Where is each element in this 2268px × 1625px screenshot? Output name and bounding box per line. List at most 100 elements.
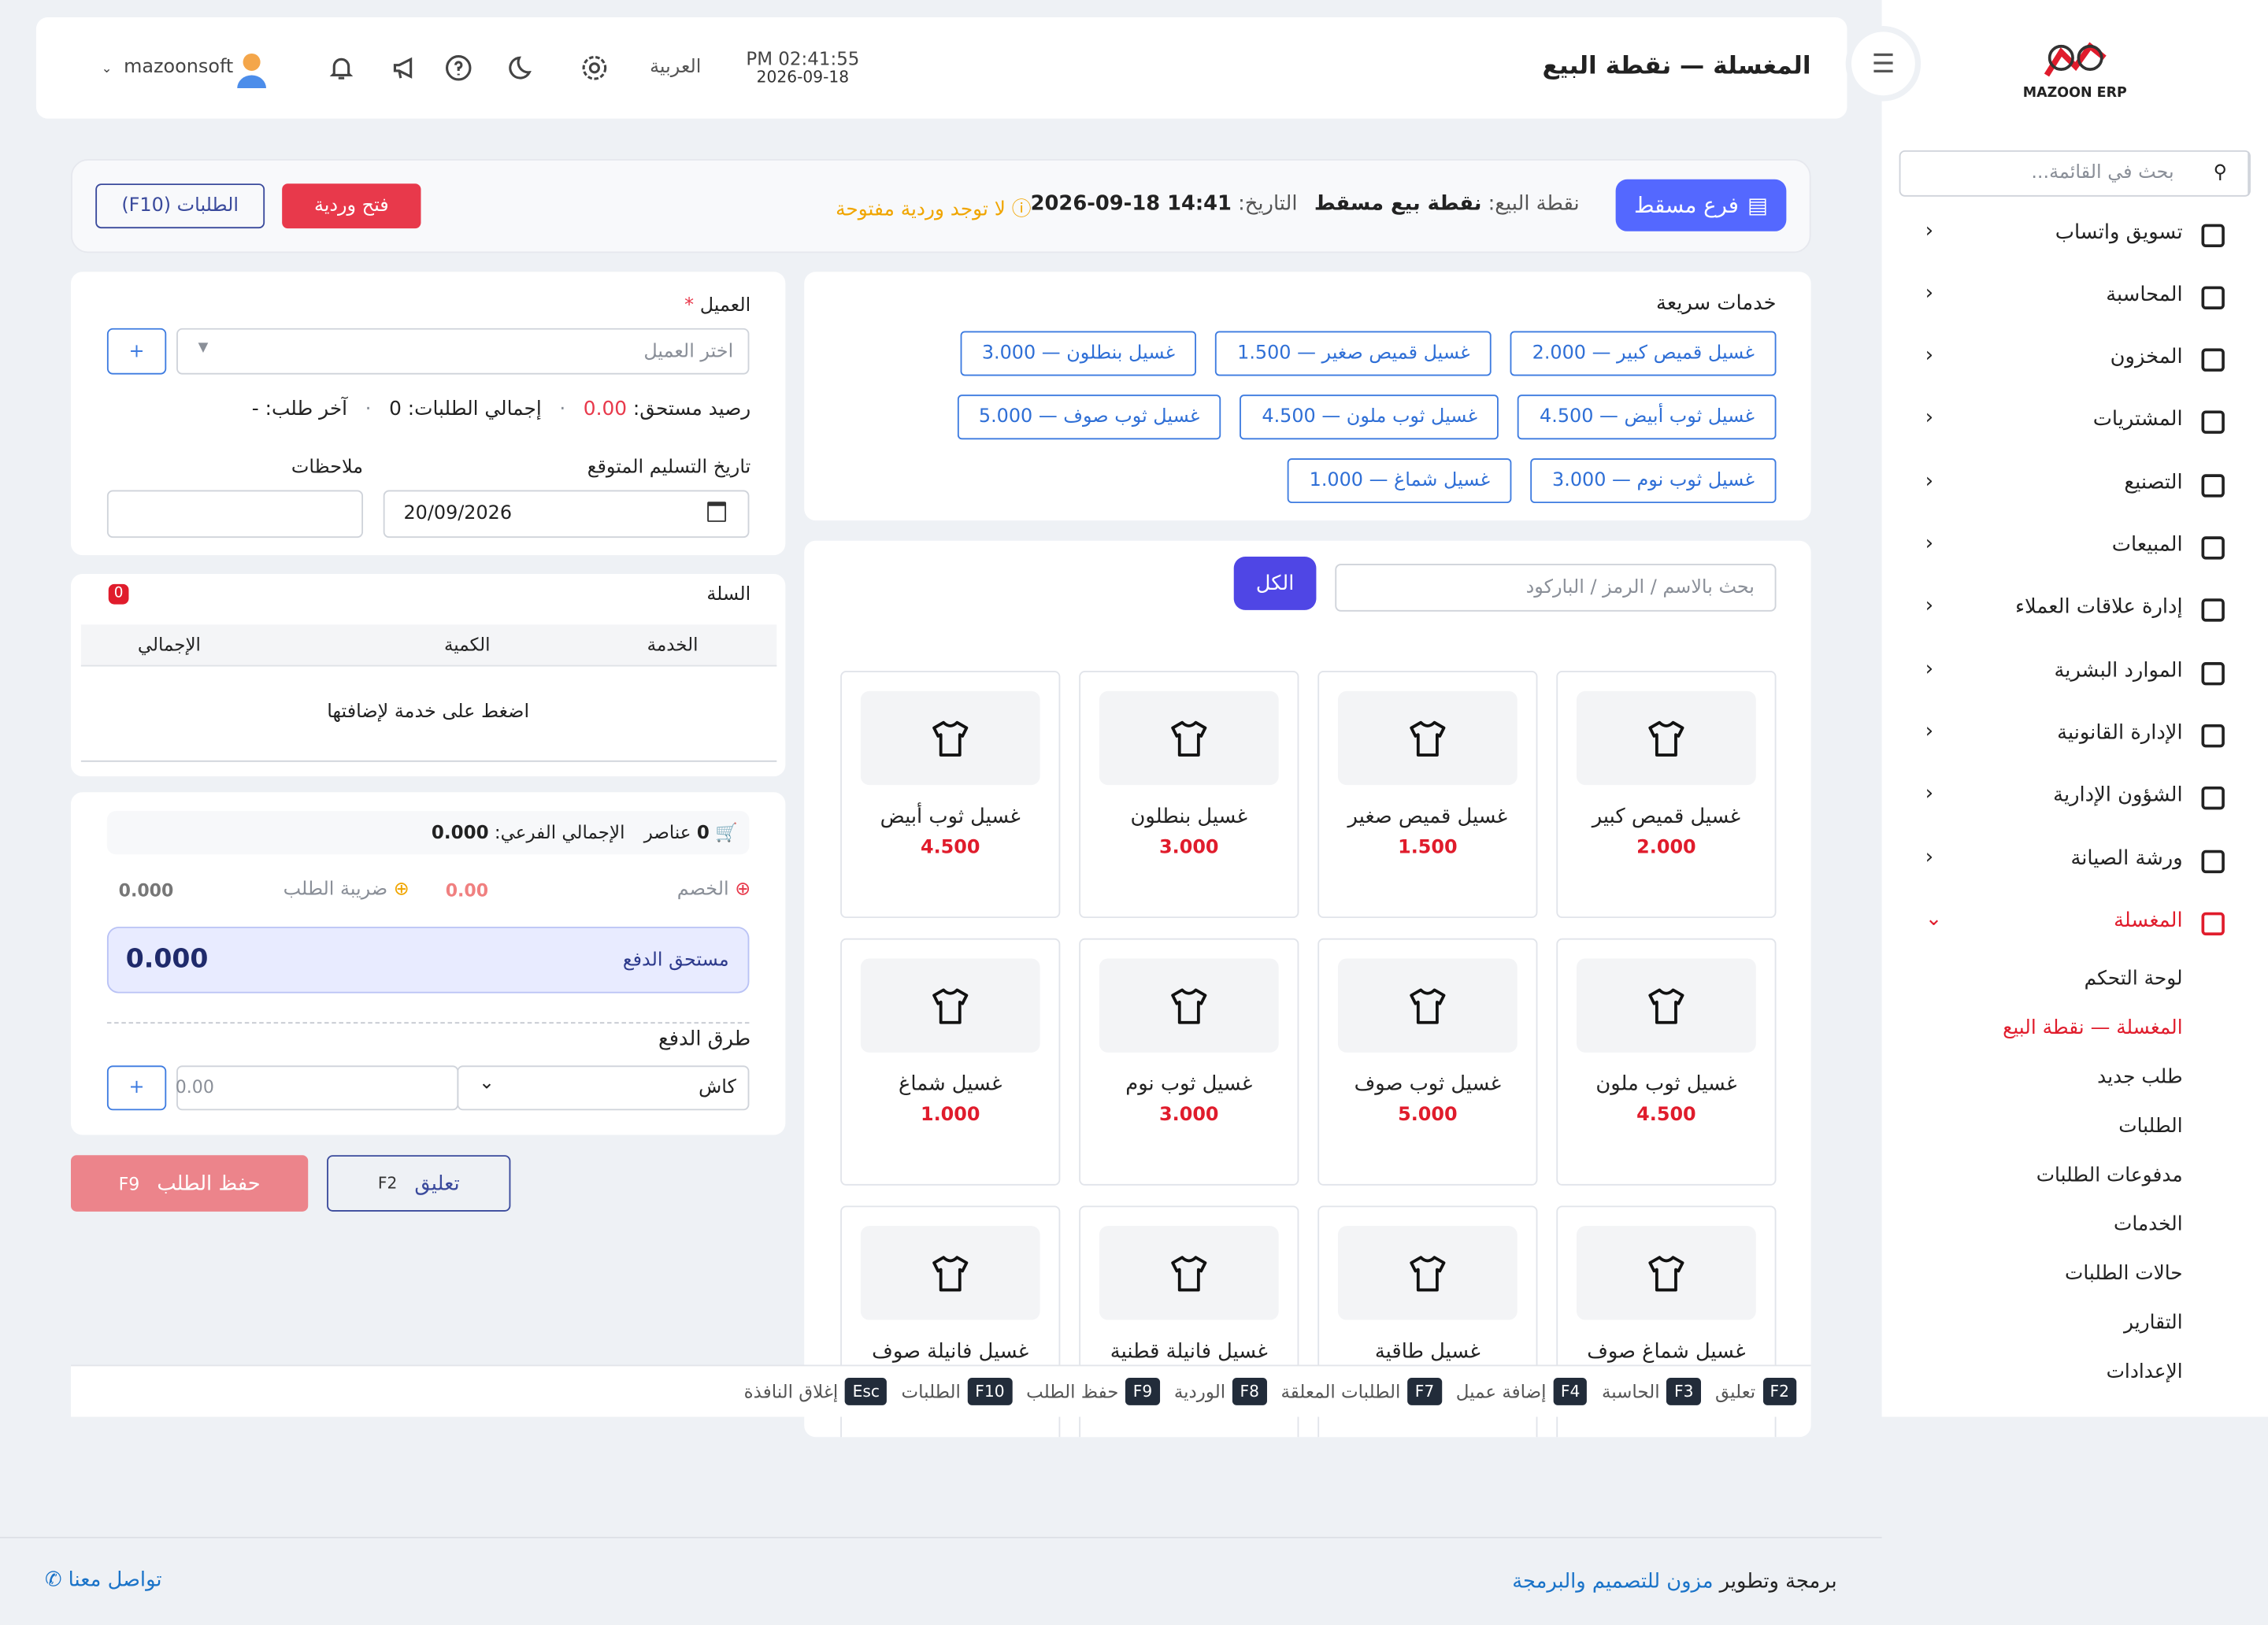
calendar-icon[interactable] bbox=[707, 502, 727, 522]
add-customer-button[interactable]: + bbox=[106, 328, 167, 375]
sidebar-toggle[interactable]: ☰ bbox=[1851, 31, 1915, 96]
save-order-button[interactable]: حفظ الطلب F9 bbox=[70, 1155, 309, 1212]
add-payment-button[interactable]: + bbox=[106, 1065, 167, 1111]
quick-service-button[interactable]: غسيل ثوب صوف — 5.000 bbox=[957, 394, 1221, 440]
delivery-date-input[interactable]: 20/09/2026 bbox=[383, 490, 750, 539]
shortcut: F3 الحاسبة bbox=[1601, 1377, 1701, 1405]
amount-input[interactable]: 0.00 bbox=[175, 1065, 459, 1111]
product-image bbox=[1577, 1226, 1756, 1320]
tax-icon[interactable]: ⊕ bbox=[393, 879, 410, 901]
shirt-icon bbox=[1410, 720, 1446, 756]
branch-button[interactable]: ▤ فرع مسقط bbox=[1615, 179, 1787, 231]
menu-item[interactable]: الموارد البشرية ‹ bbox=[1882, 642, 2268, 704]
shortcut-label: الحاسبة bbox=[1601, 1380, 1660, 1403]
payment-method: كاش bbox=[699, 1077, 736, 1099]
quick-services-list: غسيل قميص كبير — 2.000 غسيل قميص صغير — 1… bbox=[839, 331, 1777, 504]
menu-chevron: ‹ bbox=[1925, 531, 1933, 556]
customer-select[interactable]: اختر العميل ▼ bbox=[176, 328, 750, 375]
submenu-item[interactable]: مدفوعات الطلبات bbox=[2036, 1164, 2183, 1187]
toolbar: ▤ فرع مسقط نقطة البيع: نقطة بيع مسقط التا… bbox=[70, 158, 1811, 254]
quick-service-button[interactable]: غسيل بنطلون — 3.000 bbox=[960, 331, 1197, 376]
product-card[interactable]: غسيل ثوب نوم 3.000 bbox=[1079, 938, 1299, 1186]
quick-service-button[interactable]: غسيل قميص كبير — 2.000 bbox=[1510, 331, 1777, 376]
notes-input[interactable] bbox=[106, 490, 364, 539]
product-card[interactable]: غسيل بنطلون 3.000 bbox=[1079, 671, 1299, 919]
submenu-item[interactable]: الطلبات bbox=[2118, 1114, 2183, 1138]
product-card[interactable]: غسيل ثوب ملون 4.500 bbox=[1556, 938, 1777, 1186]
menu-item[interactable]: المغسلة ⌄ bbox=[1882, 892, 2268, 954]
discount-row: ⊕ الخصم bbox=[677, 879, 751, 901]
submenu-item[interactable]: الخدمات bbox=[2113, 1212, 2183, 1237]
submenu-item[interactable]: الإعدادات bbox=[2106, 1360, 2183, 1384]
shirt-icon bbox=[1410, 1255, 1446, 1291]
shirt-icon bbox=[1410, 987, 1446, 1023]
product-card[interactable]: غسيل قميص كبير 2.000 bbox=[1556, 671, 1777, 919]
menu-icon bbox=[2201, 598, 2225, 623]
language-switch[interactable]: العربية bbox=[650, 56, 702, 79]
menu-icon bbox=[2201, 223, 2225, 247]
user-menu[interactable]: ⌄ mazoonsoft bbox=[102, 57, 234, 79]
menu-item[interactable]: ورشة الصيانة ‹ bbox=[1882, 829, 2268, 891]
menu-item[interactable]: إدارة علاقات العملاء ‹ bbox=[1882, 579, 2268, 641]
search-icon[interactable]: ⚲ bbox=[2192, 151, 2250, 195]
product-card[interactable]: غسيل ثوب أبيض 4.500 bbox=[840, 671, 1061, 919]
contact-text: تواصل معنا bbox=[68, 1568, 162, 1592]
product-card[interactable]: غسيل شماغ 1.000 bbox=[840, 938, 1061, 1186]
delivery-date: 20/09/2026 bbox=[403, 503, 513, 525]
menu-item[interactable]: المخزون ‹ bbox=[1882, 328, 2268, 391]
settings-icon[interactable] bbox=[580, 54, 610, 83]
open-shift-button[interactable]: فتح وردية bbox=[282, 183, 421, 229]
quick-service-button[interactable]: غسيل ثوب ملون — 4.500 bbox=[1240, 394, 1499, 440]
product-card[interactable]: غسيل ثوب صوف 5.000 bbox=[1317, 938, 1538, 1186]
menu-search[interactable]: بحث في القائمة... ⚲ bbox=[1899, 150, 2251, 197]
dark-mode-icon[interactable] bbox=[508, 54, 537, 83]
notification-icon[interactable] bbox=[327, 54, 356, 83]
menu-item[interactable]: الإدارة القانونية ‹ bbox=[1882, 704, 2268, 766]
shortcut-label: إضافة عميل bbox=[1455, 1380, 1547, 1403]
submenu-item[interactable]: لوحة التحكم bbox=[2084, 967, 2183, 990]
amount-placeholder: 0.00 bbox=[175, 1077, 214, 1098]
product-search[interactable]: بحث بالاسم / الرمز / الباركود bbox=[1335, 564, 1777, 612]
submenu-item[interactable]: المغسلة — نقطة البيع bbox=[2003, 1016, 2183, 1040]
menu-icon bbox=[2201, 724, 2225, 748]
hold-order-button[interactable]: تعليق F2 bbox=[327, 1155, 511, 1212]
avatar[interactable] bbox=[235, 50, 269, 89]
announcement-icon[interactable] bbox=[391, 54, 420, 83]
discount-icon[interactable]: ⊕ bbox=[735, 879, 751, 901]
menu-icon bbox=[2201, 536, 2225, 560]
quick-service-button[interactable]: غسيل قميص صغير — 1.500 bbox=[1215, 331, 1492, 376]
shortcut-label: إغلاق النافذة bbox=[743, 1380, 839, 1403]
product-name: غسيل طاقية bbox=[1374, 1340, 1480, 1364]
menu-item[interactable]: المشتريات ‹ bbox=[1882, 391, 2268, 453]
company-link[interactable]: مزون للتصميم والبرمجة bbox=[1512, 1570, 1714, 1594]
help-icon[interactable] bbox=[444, 54, 473, 83]
shirt-icon bbox=[1648, 987, 1684, 1023]
menu-chevron: ⌄ bbox=[1925, 907, 1943, 931]
product-name: غسيل بنطلون bbox=[1130, 805, 1248, 829]
separator: · bbox=[365, 397, 372, 421]
menu-item[interactable]: المحاسبة ‹ bbox=[1882, 266, 2268, 328]
contact-link[interactable]: ✆ تواصل معنا bbox=[45, 1568, 162, 1591]
submenu-item[interactable]: طلب جديد bbox=[2097, 1065, 2183, 1089]
filter-all[interactable]: الكل bbox=[1233, 556, 1317, 610]
menu-item[interactable]: المبيعات ‹ bbox=[1882, 516, 2268, 579]
save-label: حفظ الطلب bbox=[157, 1172, 261, 1195]
product-image bbox=[1577, 690, 1756, 786]
menu-item[interactable]: تسويق واتساب ‹ bbox=[1882, 203, 2268, 265]
quick-service-button[interactable]: غسيل ثوب أبيض — 4.500 bbox=[1518, 394, 1777, 440]
menu-chevron: ‹ bbox=[1925, 281, 1933, 305]
payment-method-select[interactable]: كاش ⌄ bbox=[457, 1065, 750, 1111]
menu-item[interactable]: الشؤون الإدارية ‹ bbox=[1882, 767, 2268, 829]
menu-item[interactable]: التصنيع ‹ bbox=[1882, 453, 2268, 516]
submenu-item[interactable]: حالات الطلبات bbox=[2064, 1262, 2183, 1286]
menu-icon bbox=[2201, 912, 2225, 935]
quick-service-button[interactable]: غسيل شماغ — 1.000 bbox=[1288, 458, 1512, 504]
product-card[interactable]: غسيل قميص صغير 1.500 bbox=[1317, 671, 1538, 919]
submenu-item[interactable]: التقارير bbox=[2124, 1311, 2183, 1334]
quick-service-button[interactable]: غسيل ثوب نوم — 3.000 bbox=[1530, 458, 1777, 504]
chevron: ⌄ bbox=[101, 61, 113, 77]
product-image bbox=[860, 1226, 1040, 1320]
orders-button[interactable]: الطلبات (F10) bbox=[95, 183, 265, 229]
tax-label: ضريبة الطلب bbox=[283, 879, 388, 901]
